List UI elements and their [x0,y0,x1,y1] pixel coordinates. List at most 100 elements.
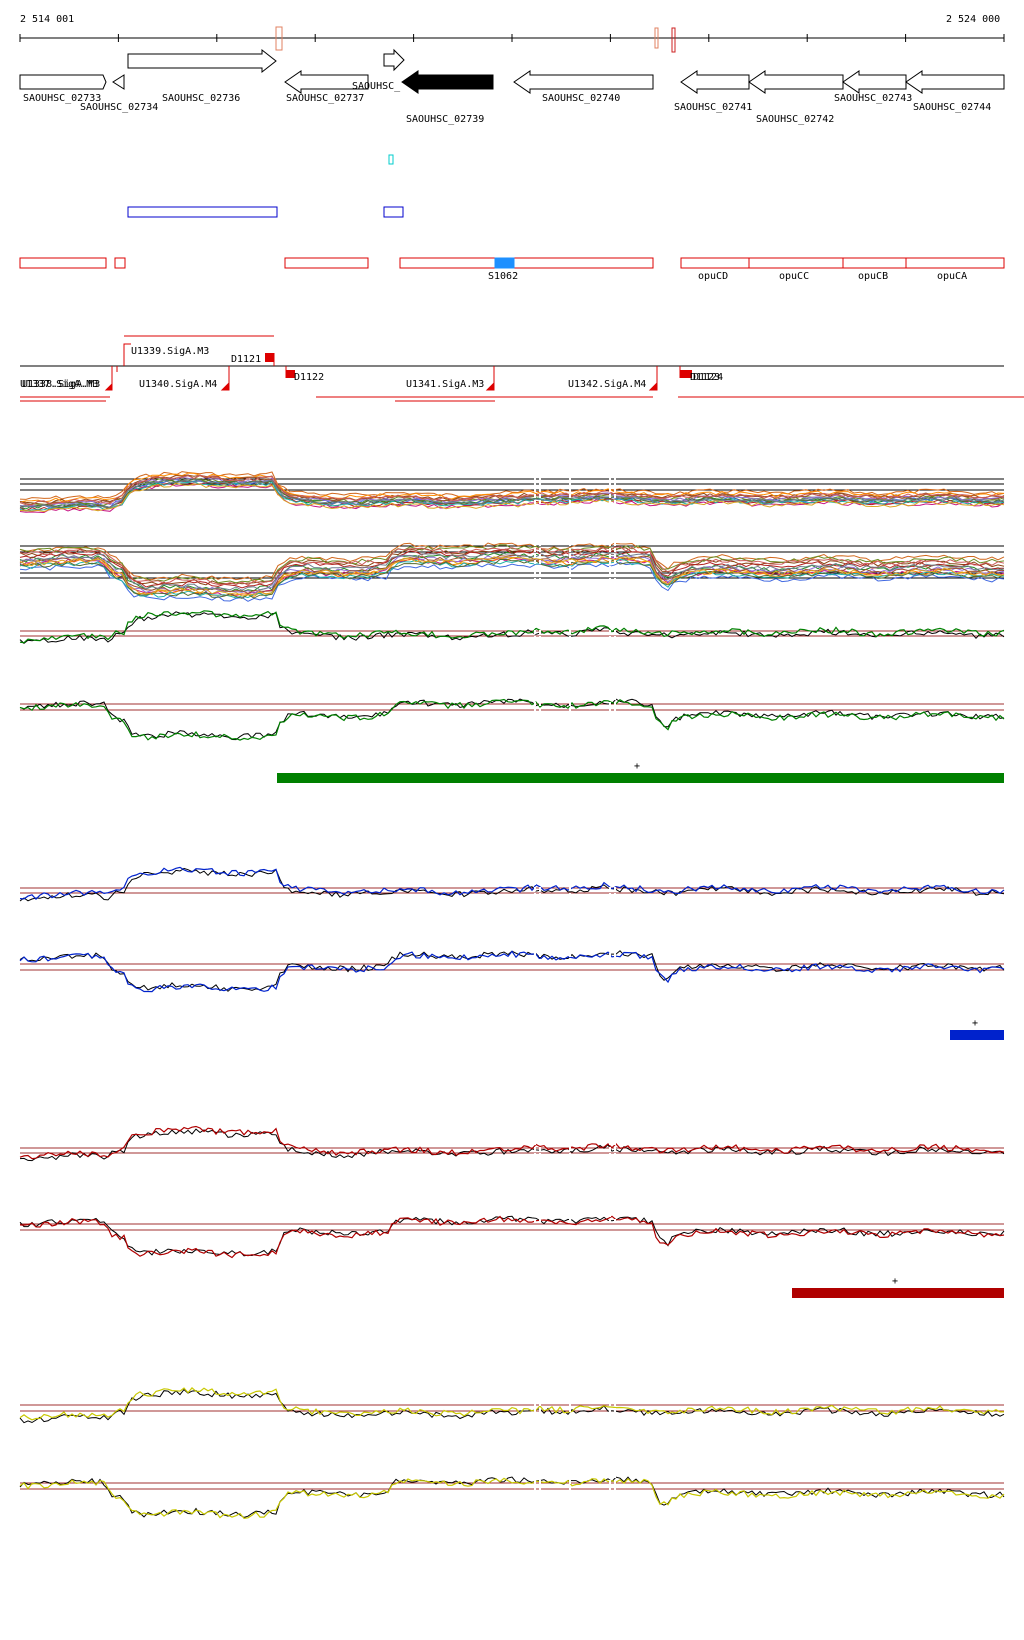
gene-track: SAOUHSC_02733 SAOUHSC_02734 SAOUHSC_0273… [19,48,1005,125]
segment-green: + [277,761,1004,783]
expression-trace [19,481,1005,512]
annotation-box[interactable] [19,257,107,269]
annotation-label: opuCC [779,271,809,282]
promoter-track: U1339.SigA.M3 D1121 D1122 U1337.SigA.M3 … [20,335,1024,402]
expression-trace [19,472,1005,503]
expression-trace [19,698,1005,741]
s1062-box[interactable] [494,257,515,269]
segment-bar[interactable] [792,1288,1004,1298]
expression-trace [19,551,1005,591]
gene-arrow[interactable]: SAOUHSC_02741 [674,70,752,113]
gene-label: SAOUHSC_02736 [162,93,240,104]
promoter-marker[interactable] [123,343,131,366]
expression-trace [19,482,1005,513]
gene-arrow[interactable]: SAOUHSC_02736 [127,48,277,104]
gene-arrow[interactable]: SAOUHSC_02742 [748,70,844,125]
overview-expression-track [19,470,1005,602]
segment-bar[interactable] [950,1030,1004,1040]
gene-label: SAOUHSC_02734 [80,102,158,113]
expression-trace [19,561,1005,602]
expression-trace [19,1125,1005,1160]
gene-arrow[interactable]: SAOUHSC_02740 [513,70,654,104]
promoter-marker[interactable] [648,366,658,391]
gene-arrow[interactable]: SAOUHSC_02734 [80,74,158,113]
promoter-label: U1339.SigA.M3 [131,346,209,357]
ruler-start-label: 2 514 001 [20,14,74,25]
promoter-label: U1342.SigA.M4 [568,379,646,390]
feature-box[interactable] [383,206,404,218]
expression-trace [19,471,1005,500]
gene-label: SAOUHSC_02744 [913,102,991,113]
terminator-marker[interactable] [680,370,692,378]
ruler-highlight-box [671,27,676,53]
gene-arrow[interactable]: SAOUHSC_02737 [284,70,369,104]
ruler-highlight-box [275,26,283,51]
segment-marker: + [892,1276,898,1287]
annotation-box[interactable] [114,257,126,269]
expression-track-pair [19,600,1005,741]
segment-red: + [792,1276,1004,1298]
expression-trace [19,611,1005,644]
promoter-label: U1341.SigA.M3 [406,379,484,390]
expression-trace [19,1215,1005,1257]
segment-blue: + [950,1018,1004,1040]
gene-arrow[interactable]: SAOUHSC_02744 [905,70,1005,113]
expression-trace [19,950,1005,993]
expression-track-pair [19,1117,1005,1259]
gene-arrow[interactable]: SAOUHSC_02739 [401,70,494,125]
promoter-label: U1338.SigA.M3 [22,379,100,390]
gene-label: SAOUHSC_02737 [286,93,364,104]
ruler-end-label: 2 524 000 [946,14,1000,25]
promoter-label: U1337.SigA.M3 [20,379,98,390]
terminator-label: D1124 [693,372,723,383]
promoter-marker[interactable] [485,366,495,391]
expression-trace [19,1477,1005,1520]
expression-trace [19,474,1005,506]
expression-trace [19,478,1005,509]
expression-trace [19,551,1005,593]
gene-label: SAOUHSC_02740 [542,93,620,104]
promoter-marker[interactable] [220,366,230,391]
gene-label: SAOUHSC_02742 [756,114,834,125]
terminator-marker[interactable] [265,353,274,362]
expression-trace [19,558,1005,599]
promoter-marker[interactable] [104,366,113,391]
expression-trace [19,1215,1005,1259]
annotation-box[interactable] [399,257,654,269]
expression-trace [19,610,1005,644]
gene-label: SAOUHSC_02739 [406,114,484,125]
expression-trace [19,867,1005,902]
expression-trace [19,1128,1005,1162]
gene-label: SAOUHSC_02741 [674,102,752,113]
expression-trace [19,1387,1004,1421]
expression-track-pair [19,857,1005,993]
feature-box[interactable] [388,154,394,165]
feature-box[interactable] [127,206,278,218]
gene-label: SAOUHSC_02733 [23,93,101,104]
annotation-box[interactable] [748,257,844,269]
expression-track-pair [19,1378,1005,1520]
terminator-marker[interactable] [286,370,295,378]
expression-trace [19,547,1005,586]
segment-marker: + [972,1018,978,1029]
gene-arrow[interactable]: SAOUHSC_02743 [834,70,912,104]
expression-tracks [19,470,1005,1520]
segment-bar[interactable] [277,773,1004,783]
annotation-box[interactable] [284,257,369,269]
feature-track-blue [127,206,404,218]
gene-arrow[interactable]: SAOUHSC_02733 [19,74,107,104]
annotation-label: S1062 [488,271,518,282]
annotation-box[interactable] [680,257,750,269]
annotation-box[interactable] [842,257,907,269]
terminator-label: D1121 [231,354,261,365]
expression-trace [19,479,1005,510]
annotation-box[interactable] [905,257,1005,269]
expression-trace [19,542,1005,582]
segment-marker: + [634,761,640,772]
annotation-label: opuCD [698,271,728,282]
terminator-label: D1123 [690,372,720,383]
coordinate-ruler: 2 514 001 2 524 000 [19,14,1005,53]
gene-arrow[interactable]: SAOUHSC_ [352,48,405,92]
gene-label: SAOUHSC_ [352,81,401,92]
